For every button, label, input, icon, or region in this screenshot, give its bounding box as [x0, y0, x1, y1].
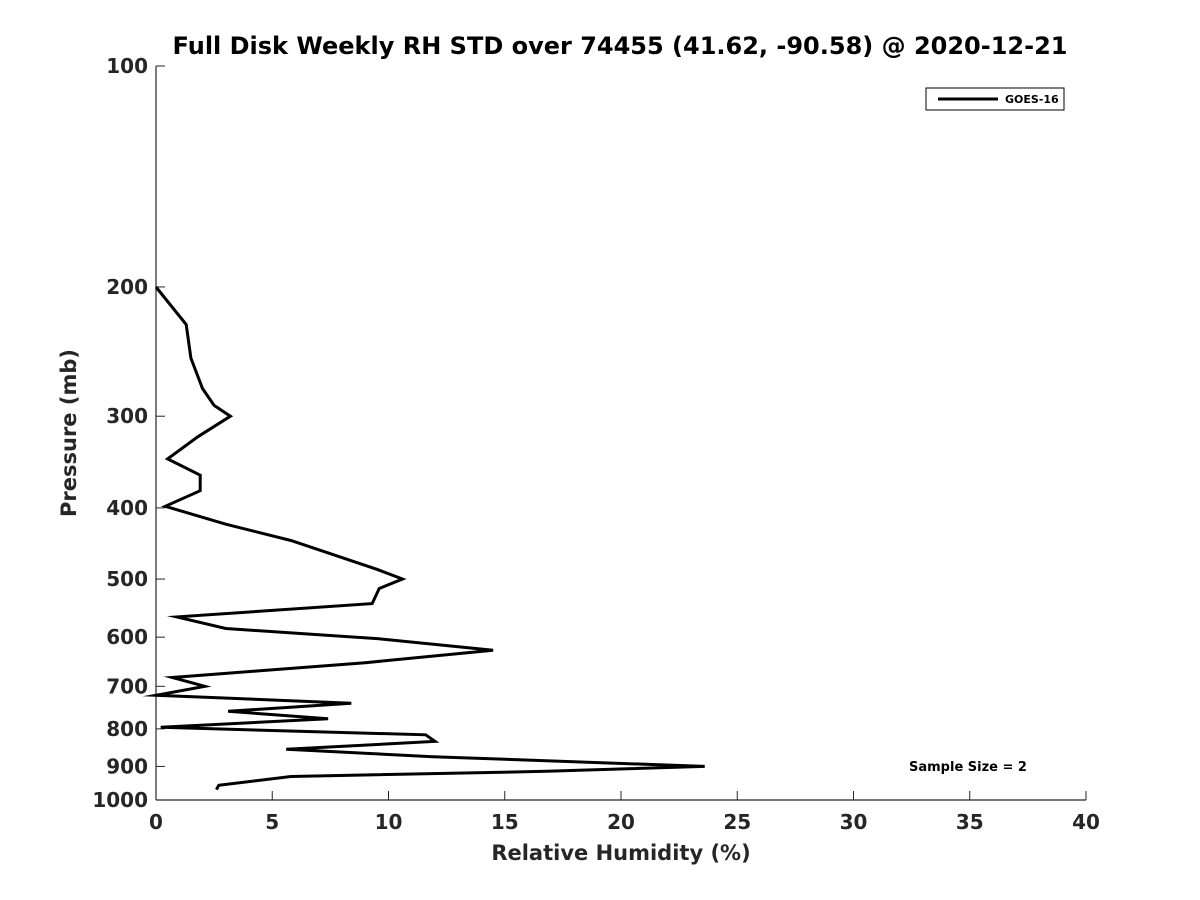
- y-tick-label: 800: [106, 717, 148, 741]
- series-layer: [142, 286, 705, 791]
- y-tick-label: 700: [106, 674, 148, 698]
- x-tick-label: 5: [265, 810, 279, 834]
- y-tick-label: 900: [106, 754, 148, 778]
- x-tick-label: 40: [1072, 810, 1100, 834]
- x-tick-label: 0: [149, 810, 163, 834]
- x-tick-label: 30: [840, 810, 868, 834]
- chart-title: Full Disk Weekly RH STD over 74455 (41.6…: [173, 32, 1068, 60]
- y-tick-label: 300: [106, 404, 148, 428]
- x-tick-label: 25: [723, 810, 751, 834]
- x-tick-label: 15: [491, 810, 519, 834]
- x-axis-label: Relative Humidity (%): [491, 841, 750, 865]
- y-tick-label: 100: [106, 54, 148, 78]
- x-axis-ticks: 0 5 10 15 20 25 30 35 40: [149, 791, 1100, 834]
- y-axis-ticks: 100 200 300 400 500 600 700 800 900 1000: [92, 54, 165, 812]
- y-axis-label: Pressure (mb): [57, 349, 81, 517]
- y-tick-label: 600: [106, 625, 148, 649]
- y-tick-label: 200: [106, 275, 148, 299]
- y-tick-label: 400: [106, 496, 148, 520]
- series-line-goes-16: [142, 286, 705, 791]
- legend: GOES-16: [925, 87, 1065, 111]
- legend-label-goes-16: GOES-16: [1005, 93, 1059, 106]
- y-tick-label: 1000: [92, 788, 148, 812]
- x-tick-label: 35: [956, 810, 984, 834]
- sample-size-annotation: Sample Size = 2: [909, 760, 1027, 775]
- x-tick-label: 10: [375, 810, 403, 834]
- plot-area: [155, 66, 1086, 801]
- x-tick-label: 20: [607, 810, 635, 834]
- y-tick-label: 500: [106, 567, 148, 591]
